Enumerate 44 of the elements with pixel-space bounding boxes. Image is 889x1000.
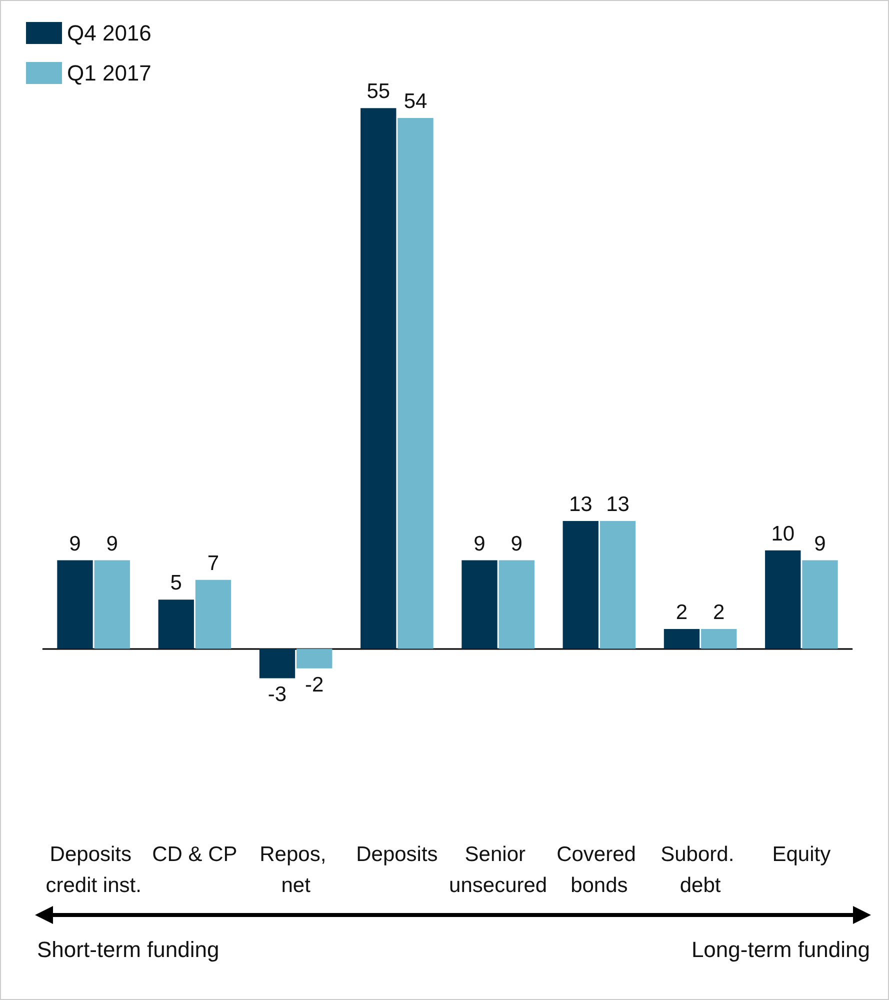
bar [562, 520, 598, 649]
x-tick-label: Deposits credit inst. [46, 843, 142, 897]
data-label: 9 [814, 532, 826, 556]
data-label: 9 [106, 532, 118, 556]
bar [802, 560, 838, 649]
x-tick-label: Repos, net [260, 843, 332, 897]
bar [600, 520, 636, 649]
legend-label: Q4 2016 [67, 20, 152, 46]
data-label: 5 [170, 572, 182, 595]
x-tick-label: CD & CP [152, 843, 238, 866]
data-label: 2 [676, 601, 688, 624]
text: Short-term funding [37, 937, 220, 963]
bar [158, 600, 194, 649]
data-label: -2 [305, 673, 324, 696]
data-label: 54 [404, 90, 428, 113]
x-tick-label: Equity [772, 843, 832, 866]
bar [94, 560, 130, 649]
data-label: 9 [510, 532, 522, 556]
bar [57, 560, 93, 649]
legend-label: Q1 2017 [67, 60, 152, 86]
data-label: 9 [474, 532, 486, 556]
data-label: 9 [69, 532, 81, 556]
data-label: 13 [606, 492, 630, 516]
bar [360, 108, 396, 649]
data-label: 10 [771, 522, 795, 546]
x-tick-label: Covered bonds [556, 843, 642, 897]
bar [195, 580, 232, 649]
bar [296, 648, 332, 668]
bar [498, 560, 534, 649]
bar [701, 629, 737, 649]
data-label: 13 [568, 492, 592, 516]
data-label: 7 [207, 552, 220, 575]
x-tick-label: Subord. debt [660, 843, 740, 897]
bar [462, 560, 498, 649]
bar [664, 629, 700, 649]
data-label: 2 [713, 601, 725, 624]
data-label: -3 [268, 683, 287, 706]
x-tick-label: Deposits [356, 843, 438, 866]
text: Long-term funding [691, 937, 870, 963]
bar [398, 118, 434, 649]
data-label: 55 [366, 80, 390, 104]
x-tick-label: Senior unsecured [449, 843, 548, 897]
bar [259, 648, 296, 678]
bar [765, 550, 801, 649]
